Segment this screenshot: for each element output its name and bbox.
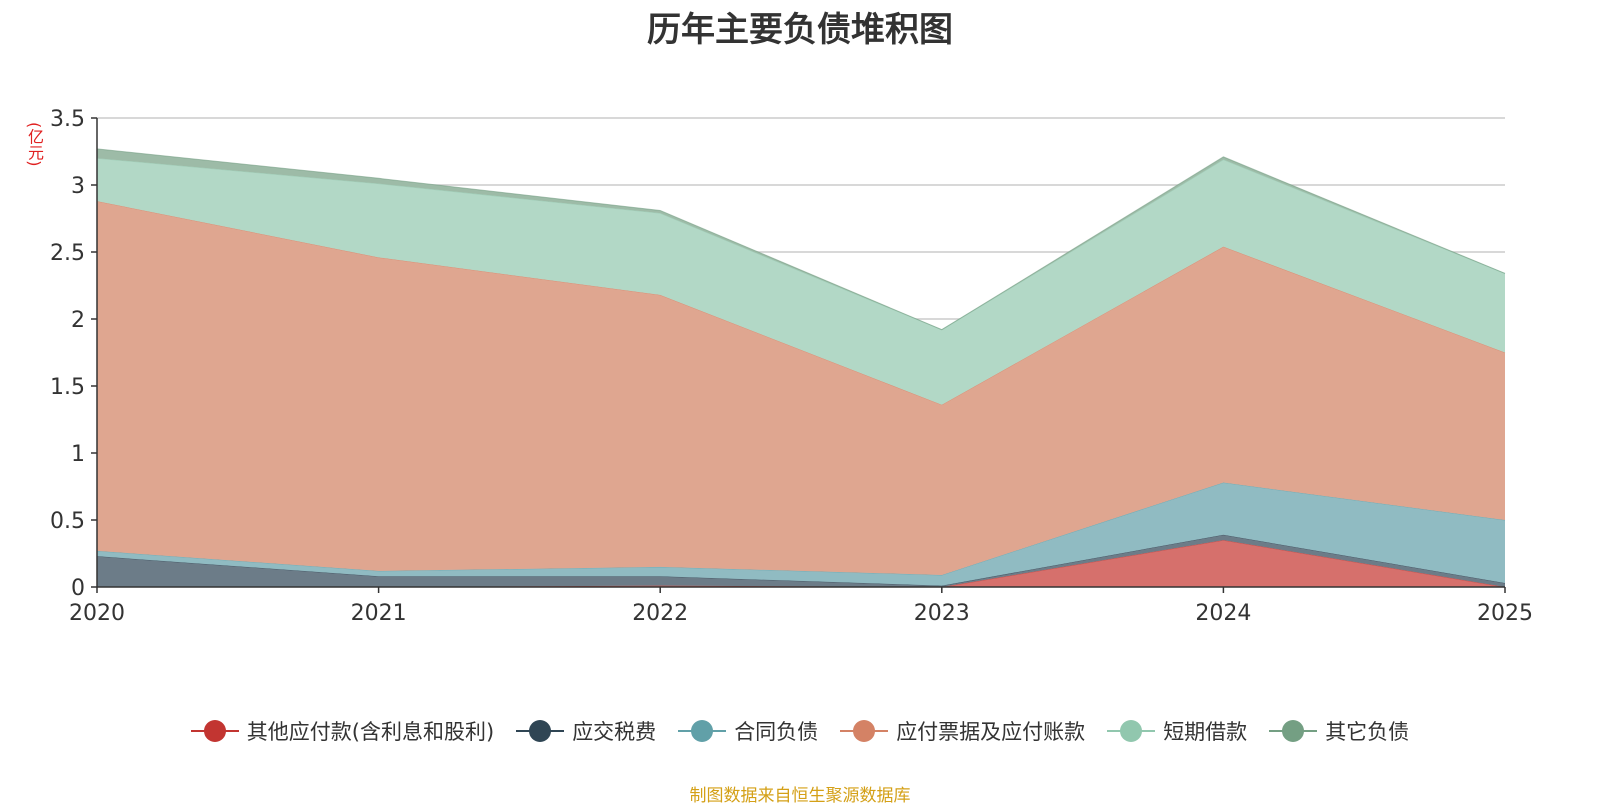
x-tick-label: 2022 xyxy=(632,601,688,626)
legend-marker-icon xyxy=(1269,719,1318,743)
legend-label: 合同负债 xyxy=(734,720,819,744)
legend-label: 其它负债 xyxy=(1325,720,1410,744)
legend-item[interactable]: 合同负债 xyxy=(678,716,818,746)
legend-marker-icon xyxy=(1107,719,1156,743)
legend-item[interactable]: 应付票据及应付账款 xyxy=(840,716,1085,746)
y-tick-label: 0.5 xyxy=(50,509,85,534)
legend-marker-icon xyxy=(516,719,565,743)
legend-label: 应交税费 xyxy=(572,720,657,744)
legend-item[interactable]: 短期借款 xyxy=(1107,716,1247,746)
area-3 xyxy=(97,201,1505,575)
x-tick-label: 2023 xyxy=(914,601,970,626)
chart-title: 历年主要负债堆积图 xyxy=(647,10,953,50)
y-tick-label: 2 xyxy=(71,308,85,333)
legend-item[interactable]: 其他应付款(含利息和股利) xyxy=(190,716,495,746)
legend-label: 其他应付款(含利息和股利) xyxy=(246,720,495,744)
legend-label: 短期借款 xyxy=(1163,720,1248,744)
legend: 其他应付款(含利息和股利) 应交税费 合同负债 应付票据及应付账款 短期借款 其它负债 xyxy=(0,716,1600,746)
y-tick-label: 1 xyxy=(71,442,85,467)
y-axis-unit: (亿元) xyxy=(25,122,44,167)
area-0 xyxy=(97,540,1505,587)
legend-marker-icon xyxy=(840,719,889,743)
y-tick-label: 3.5 xyxy=(50,107,85,132)
y-tick-label: 2.5 xyxy=(50,241,85,266)
area-5 xyxy=(97,148,1505,330)
y-tick-label: 3 xyxy=(71,174,85,199)
legend-label: 应付票据及应付账款 xyxy=(896,720,1086,744)
legend-item[interactable]: 其它负债 xyxy=(1269,716,1409,746)
legend-marker-icon xyxy=(678,719,727,743)
x-tick-label: 2025 xyxy=(1477,601,1533,626)
x-tick-label: 2021 xyxy=(351,601,407,626)
data-source-note: 制图数据来自恒生聚源数据库 xyxy=(689,786,911,806)
legend-marker-icon xyxy=(190,719,239,743)
area-series xyxy=(96,148,1506,588)
area-2 xyxy=(97,482,1505,586)
tick-labels: 0 0.5 1 1.5 2 2.5 3 3.5 2020 2021 2022 2023 2024 2025 xyxy=(50,107,1533,626)
legend-item[interactable]: 应交税费 xyxy=(516,716,656,746)
y-tick-label: 0 xyxy=(71,576,85,601)
y-tick-label: 1.5 xyxy=(50,375,85,400)
area-edge-5 xyxy=(96,148,1506,331)
axes xyxy=(91,117,1506,593)
x-tick-label: 2020 xyxy=(69,601,125,626)
area-4 xyxy=(97,158,1505,405)
x-tick-label: 2024 xyxy=(1195,601,1251,626)
